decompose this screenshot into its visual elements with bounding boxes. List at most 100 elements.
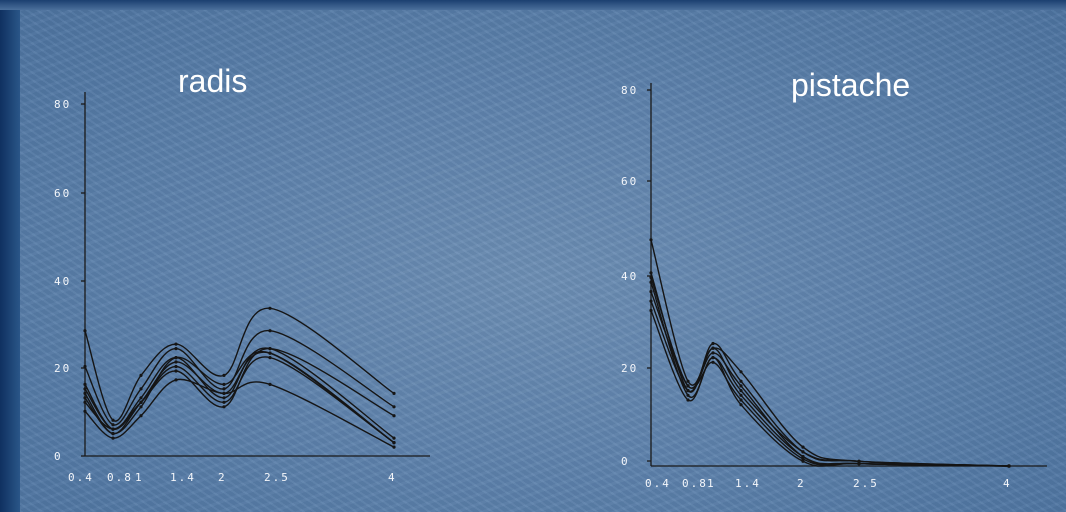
y-tick-label-pistache: 0 [621,455,630,468]
data-point-pistache [801,455,805,459]
data-point-pistache [711,341,715,346]
data-point-pistache [739,403,743,407]
data-point-radis [83,387,87,391]
data-point-radis [268,306,272,310]
data-point-pistache [801,459,805,463]
y-tick-label-radis: 20 [54,362,71,375]
data-point-radis [268,382,272,386]
data-point-radis [83,400,87,404]
series-line-pistache-7 [650,310,1010,467]
series-line-pistache-1 [650,239,1010,467]
x-tick-label-pistache: 2.5 [853,477,879,490]
data-point-radis [222,373,226,377]
data-point-radis [222,400,226,404]
data-point-pistache [739,379,743,383]
x-tick-label-pistache: 1.4 [735,477,761,490]
data-point-radis [83,409,87,413]
data-point-radis [139,396,143,400]
chart-pistache: pistache 0 20 40 60 80 0.4 0.8 1 1.4 2 2.5 4 [621,67,1047,490]
data-point-radis [83,364,87,369]
data-point-pistache [711,360,715,364]
data-point-radis [222,387,226,391]
data-point-pistache [857,459,861,463]
x-tick-label-radis: 1.4 [170,471,196,484]
x-tick-label-pistache: 4 [1003,477,1012,490]
data-point-pistache [739,370,743,374]
data-point-pistache [711,351,715,355]
data-point-pistache [649,308,653,313]
data-point-radis [174,378,178,382]
data-point-radis [111,418,115,422]
data-point-radis [392,414,396,418]
data-point-radis [174,364,178,369]
series-line-pistache-4 [650,281,1010,467]
data-point-radis [83,391,87,395]
data-point-pistache [649,275,653,280]
x-tick-label-pistache: 2 [797,477,806,490]
slide-texture [20,10,1066,512]
data-point-pistache [686,393,690,397]
data-point-pistache [739,389,743,393]
data-point-radis [392,441,396,445]
data-point-radis [174,360,178,364]
data-point-pistache [739,393,743,397]
data-point-radis [111,427,115,431]
x-tick-label-pistache: 0.8 [682,477,708,490]
data-point-pistache [739,384,743,388]
data-point-radis [222,396,226,400]
x-tick-label-radis: 0.4 [68,471,94,484]
data-point-pistache [686,389,690,393]
data-point-radis [174,347,178,351]
data-point-pistache [739,398,743,402]
data-point-radis [83,382,87,386]
data-point-radis [174,369,178,373]
data-point-radis [139,414,143,418]
data-point-radis [83,396,87,400]
data-point-radis [268,351,272,355]
data-point-radis [139,405,143,409]
data-point-radis [139,373,143,377]
data-point-pistache [649,280,653,284]
x-tick-label-pistache: 0.4 [645,477,671,490]
series-line-radis-6 [84,350,395,444]
data-point-pistache [686,384,690,388]
data-point-pistache [686,379,690,383]
data-point-radis [268,356,272,360]
slide-frame-left [0,0,20,512]
series-line-radis-7 [84,347,395,430]
data-point-radis [174,356,178,360]
slide-frame-top [0,0,1066,10]
data-point-radis [111,423,115,427]
x-tick-label-radis: 2.5 [264,471,290,484]
data-point-pistache [711,356,715,360]
chart-radis: radis 0 20 40 60 80 0.4 0.8 1 1.4 2 2.5 4 [54,63,430,484]
y-tick-label-pistache: 20 [621,362,638,375]
data-point-radis [392,445,396,449]
chart-title-pistache: pistache [791,67,910,103]
data-point-pistache [649,271,653,275]
data-point-pistache [801,450,805,454]
data-point-pistache [801,457,805,461]
chart-title-radis: radis [178,63,247,99]
data-point-radis [139,400,143,404]
data-point-radis [111,432,115,436]
y-tick-label-radis: 80 [54,98,71,111]
x-tick-label-pistache: 1 [707,477,716,490]
data-point-pistache [649,299,653,303]
y-tick-label-radis: 40 [54,275,71,288]
data-point-pistache [801,445,805,449]
data-point-pistache [857,462,861,466]
y-tick-label-pistache: 40 [621,270,638,283]
data-point-radis [111,436,115,440]
data-point-radis [392,436,396,440]
y-tick-label-pistache: 80 [621,84,638,97]
data-point-pistache [649,290,653,294]
data-point-radis [222,382,226,386]
y-tick-label-radis: 60 [54,187,71,200]
data-point-radis [83,329,87,333]
data-point-pistache [711,346,715,350]
series-line-pistache-5 [650,291,1010,467]
data-point-radis [139,387,143,391]
y-tick-label-radis: 0 [54,450,63,463]
